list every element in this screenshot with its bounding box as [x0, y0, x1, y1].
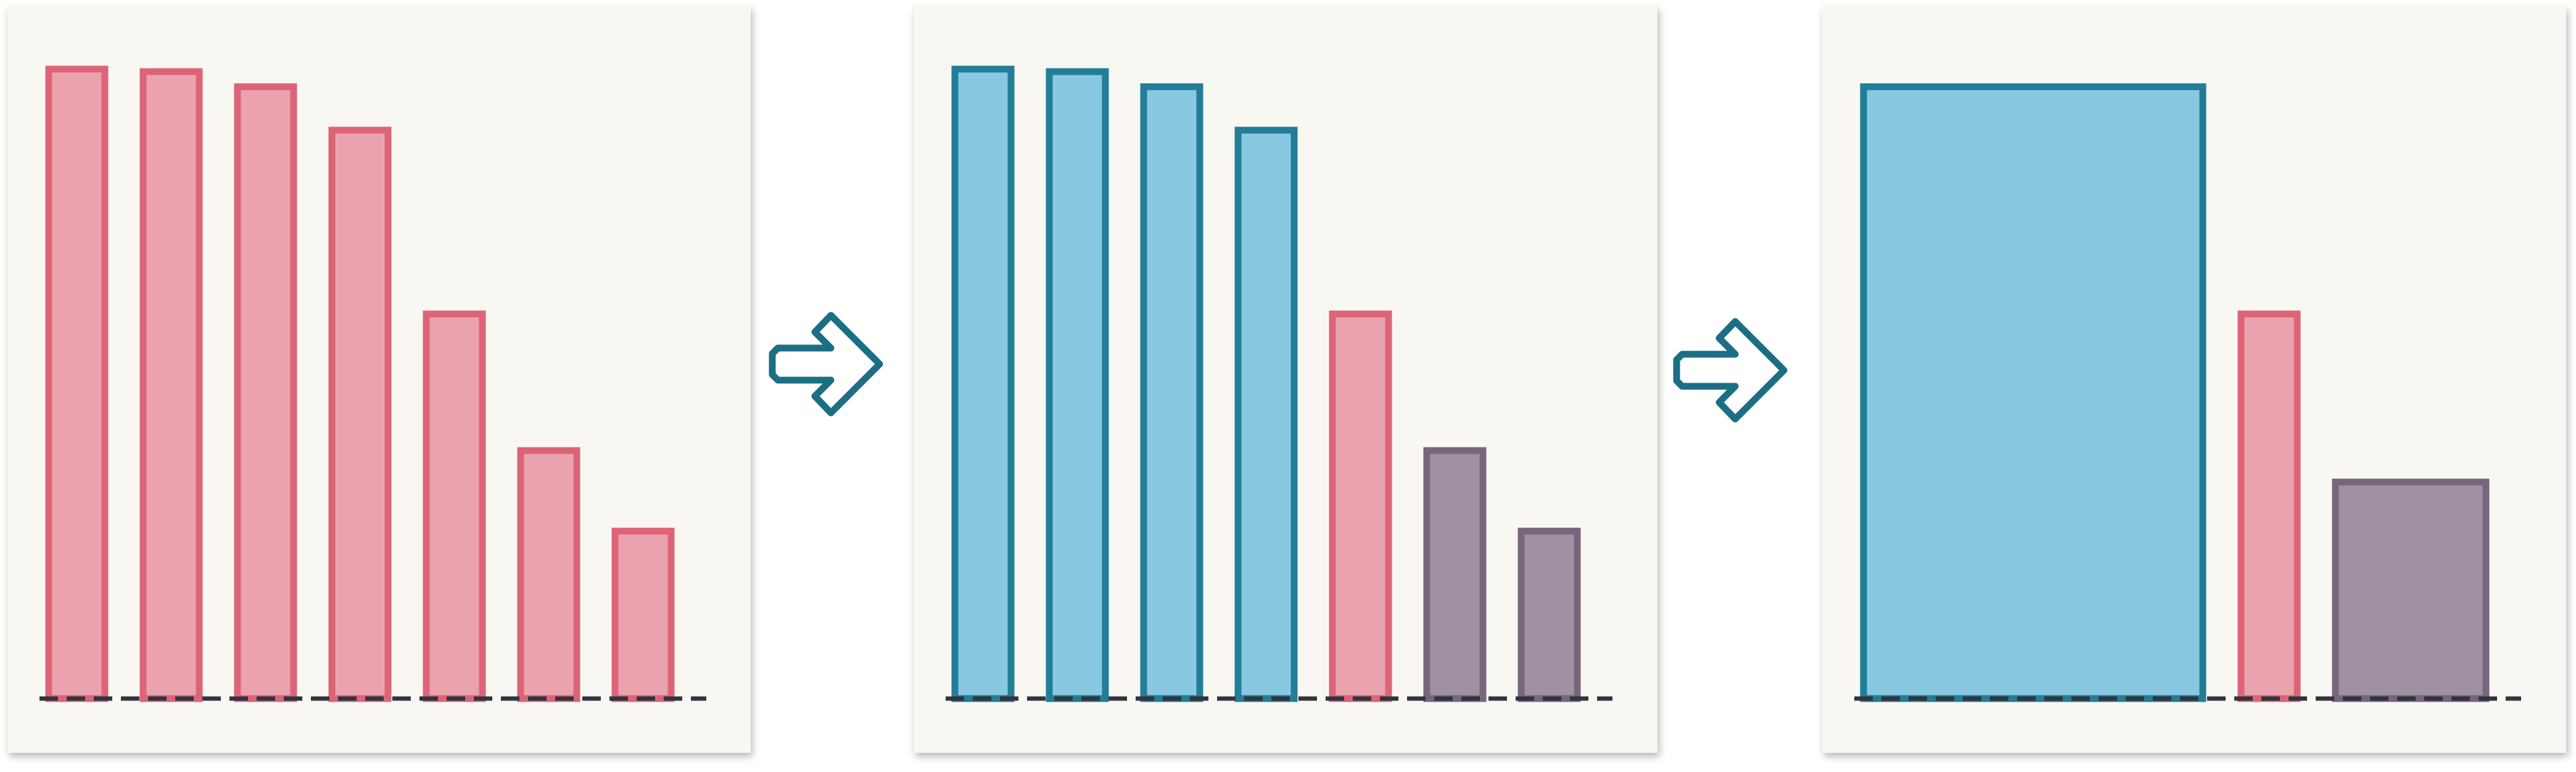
- bar-blue: [951, 65, 1015, 702]
- bar-blue: [1860, 83, 2207, 702]
- bar-pink: [139, 68, 203, 702]
- bar-pink: [45, 65, 109, 702]
- right-arrow-icon: [769, 312, 883, 417]
- bar-purple: [1423, 447, 1487, 702]
- bar-pink: [328, 127, 392, 702]
- bar-blue: [1234, 127, 1298, 702]
- panel-original: [7, 6, 751, 753]
- bar-blue: [1140, 83, 1203, 702]
- bar-blue: [1046, 68, 1109, 702]
- bar-pink: [423, 310, 486, 702]
- bar-pink: [234, 83, 297, 702]
- panel-merged: [1822, 6, 2566, 753]
- bar-purple: [1517, 528, 1581, 702]
- bar-pink: [2237, 310, 2301, 702]
- right-arrow-icon: [1673, 318, 1788, 423]
- bar-pink: [517, 447, 580, 702]
- bar-pink: [1329, 310, 1392, 702]
- bar-purple: [2332, 478, 2490, 702]
- bar-pink: [611, 528, 675, 702]
- panel-grouped: [914, 6, 1657, 753]
